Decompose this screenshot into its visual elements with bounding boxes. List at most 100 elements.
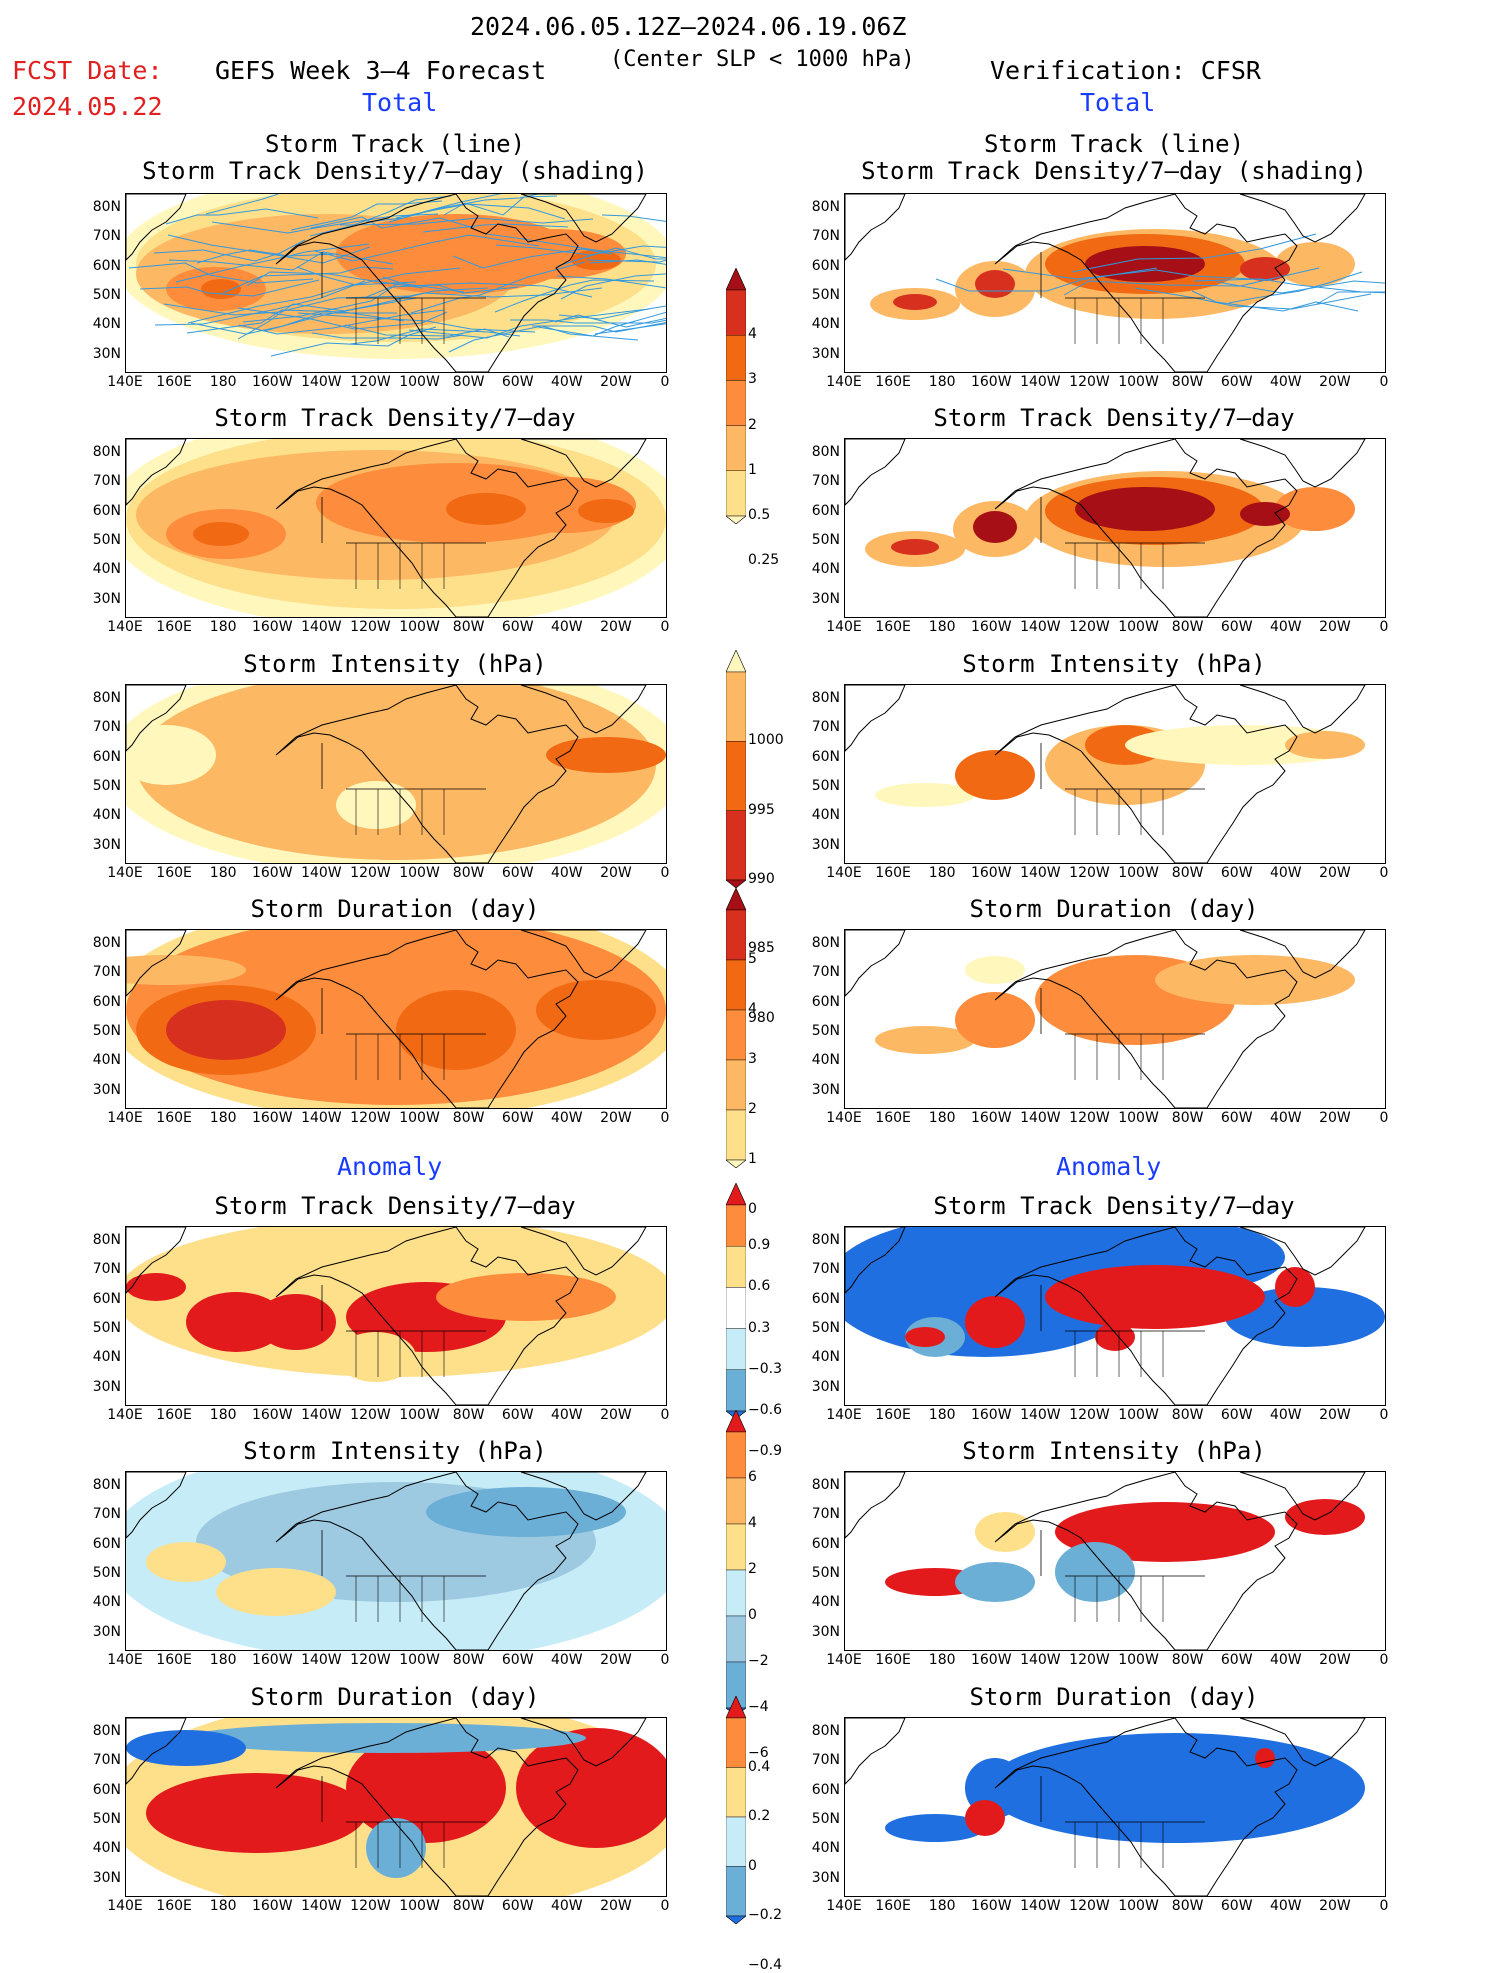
lat-tick-label: 60N: [92, 1290, 121, 1307]
lat-tick-label: 70N: [811, 228, 840, 245]
lon-tick-label: 140W: [301, 1652, 342, 1668]
lon-tick-label: 100W: [399, 1407, 440, 1423]
lon-tick-label: 160E: [875, 1652, 911, 1668]
colorbar-label: −0.6: [748, 1402, 782, 1418]
lon-tick-label: 100W: [1118, 1407, 1159, 1423]
colorbar-label: −0.2: [748, 1907, 782, 1923]
panel-title: Storm Track Density/7–day: [214, 404, 576, 432]
map-panel-left-density-anom: [125, 1226, 667, 1406]
lon-tick-label: 140W: [1020, 619, 1061, 635]
lon-tick-label: 180: [209, 865, 237, 881]
panel-title: Storm Track (line): [983, 130, 1245, 158]
lon-tick-label: 160E: [875, 1407, 911, 1423]
colorbar-segment: [725, 289, 747, 336]
lon-tick-label: 160W: [970, 374, 1012, 390]
lon-tick-label: 160E: [156, 1407, 192, 1423]
lat-tick-label: 30N: [811, 836, 840, 853]
lat-tick-label: 30N: [92, 1869, 121, 1886]
colorbar-segment: [725, 959, 747, 1011]
lon-tick-label: 60W: [501, 865, 534, 881]
lon-tick-label: 0: [1379, 1652, 1389, 1668]
lat-tick-label: 80N: [811, 1477, 840, 1493]
colorbar-cap-top: [725, 887, 747, 911]
lon-tick-label: 160E: [156, 1898, 192, 1914]
lon-tick-label: 120W: [1069, 865, 1110, 881]
colorbar-label: −2: [748, 1653, 769, 1669]
lon-tick-label: 0: [660, 374, 670, 390]
lon-tick-label: 80W: [1171, 1407, 1204, 1423]
lon-tick-label: 120W: [350, 374, 391, 390]
total-label-right: Total: [1080, 88, 1156, 117]
map-panel-right-duration: [844, 929, 1386, 1109]
lat-tick-label: 60N: [92, 748, 121, 765]
lon-tick-label: 40W: [550, 865, 583, 881]
lon-tick-label: 100W: [1118, 619, 1159, 635]
colorbar-label: −6: [748, 1745, 769, 1761]
colorbar-label: 0.3: [748, 1319, 771, 1336]
lon-tick-label: 40W: [1269, 1110, 1302, 1126]
lon-tick-label: 100W: [1118, 1652, 1159, 1668]
lon-tick-label: 160W: [970, 619, 1012, 635]
lon-tick-label: 40W: [1269, 1898, 1302, 1914]
lat-tick-label: 80N: [92, 690, 121, 706]
lon-tick-label: 120W: [350, 865, 391, 881]
lat-tick-label: 40N: [811, 1052, 840, 1069]
lon-tick-label: 160E: [875, 1898, 911, 1914]
lon-tick-label: 160E: [875, 865, 911, 881]
lat-tick-label: 70N: [92, 719, 121, 736]
lat-tick-label: 80N: [92, 1477, 121, 1493]
lon-tick-label: 140E: [826, 1652, 862, 1668]
colorbar-label: −4: [748, 1699, 769, 1715]
lon-tick-label: 120W: [1069, 1110, 1110, 1126]
lat-tick-label: 80N: [811, 1723, 840, 1739]
lon-tick-label: 140W: [301, 1110, 342, 1126]
map-field: [126, 685, 666, 863]
lon-tick-label: 140E: [107, 1652, 143, 1668]
lon-tick-label: 20W: [1319, 1652, 1351, 1668]
lon-tick-label: 20W: [600, 1110, 632, 1126]
lon-tick-label: 40W: [550, 1898, 583, 1914]
lon-tick-label: 140E: [826, 1898, 862, 1914]
map-panel-left-intensity-anom: [125, 1471, 667, 1651]
lon-tick-label: 100W: [1118, 1110, 1159, 1126]
lon-tick-label: 100W: [399, 619, 440, 635]
colorbar-label: 0.2: [748, 1808, 771, 1824]
lon-tick-label: 180: [928, 619, 956, 635]
lon-tick-label: 140E: [826, 1110, 862, 1126]
lat-tick-label: 40N: [92, 316, 121, 333]
colorbar-segment: [725, 380, 747, 426]
colorbar-segment: [725, 1009, 747, 1061]
lat-tick-label: 50N: [811, 531, 840, 548]
lon-tick-label: 180: [209, 1898, 237, 1914]
lon-tick-label: 180: [209, 1652, 237, 1668]
colorbar-label: 4: [748, 1001, 757, 1017]
lon-tick-label: 140E: [107, 1407, 143, 1423]
lat-tick-label: 70N: [811, 964, 840, 981]
lon-tick-label: 120W: [1069, 1652, 1110, 1668]
colorbar-label: 0.5: [748, 507, 771, 523]
lon-tick-label: 100W: [399, 865, 440, 881]
lon-tick-label: 20W: [600, 1898, 632, 1914]
panel-title: Storm Intensity (hPa): [243, 1437, 547, 1465]
lon-tick-label: 40W: [550, 619, 583, 635]
map-field: [126, 930, 666, 1108]
lon-tick-label: 140E: [107, 619, 143, 635]
colorbar-segment: [725, 1615, 747, 1663]
lat-tick-label: 50N: [811, 286, 840, 303]
colorbar-density-anomaly: [725, 1182, 747, 1423]
lon-tick-label: 40W: [1269, 1652, 1302, 1668]
lon-tick-label: 160W: [970, 1407, 1012, 1423]
lon-tick-label: 140E: [107, 374, 143, 390]
lat-tick-label: 70N: [92, 964, 121, 981]
lat-tick-label: 60N: [811, 993, 840, 1010]
colorbar-segment: [725, 1477, 747, 1525]
lat-tick-label: 80N: [811, 935, 840, 951]
lon-tick-label: 60W: [501, 619, 534, 635]
colorbar-cap-bottom: [725, 1915, 747, 1925]
lon-tick-label: 80W: [452, 1898, 485, 1914]
storm-track-lines: [935, 233, 1385, 312]
colorbar-label: 6: [748, 1469, 757, 1485]
colorbar-segment: [725, 1328, 747, 1371]
lon-tick-label: 120W: [350, 1898, 391, 1914]
lat-tick-label: 50N: [811, 777, 840, 794]
